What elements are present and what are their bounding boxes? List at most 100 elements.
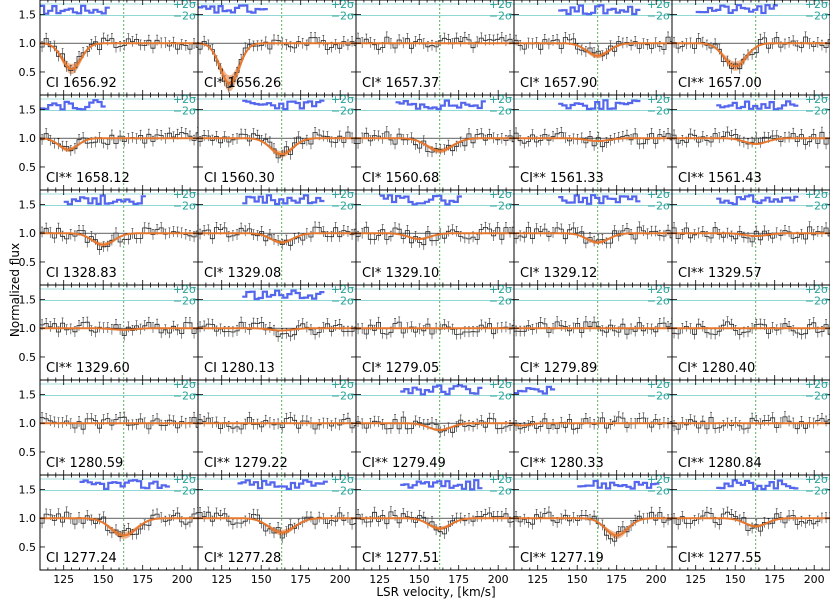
y-tick-label: 1.5 [19,483,37,496]
x-axis-label: LSR velocity, [km/s] [376,585,495,599]
x-tick-label: 200 [646,573,667,586]
spectrum-panel: +2σ−2σ CI** 1329.57 [671,188,830,286]
panel-plot-area [40,475,198,570]
spectrum-panel: +2σ−2σ CI** 1277.55 125 150 175 200 [671,473,830,586]
fit-residuals [695,4,778,15]
minus-2sigma-label: −2σ [805,10,828,23]
plus-2sigma-label: +2σ [173,378,196,391]
panel-transition-label: CI* 1277.51 [362,551,439,566]
minus-2sigma-label: −2σ [805,390,828,403]
panel-transition-label: CI** 1279.22 [204,456,288,471]
fit-residuals [400,384,483,396]
plus-2sigma-label: +2σ [805,378,828,391]
observed-spectrum [356,131,514,153]
panel-transition-label: CI** 1329.57 [678,266,762,281]
panel-plot-area [514,95,672,190]
model-uncertainty-band [514,43,672,59]
minus-2sigma-label: −2σ [805,295,828,308]
fit-residuals [242,99,325,111]
x-tick-label: 175 [290,573,311,586]
panel-plot-area [40,95,198,190]
minus-2sigma-label: −2σ [173,485,196,498]
fit-residuals [716,194,799,206]
model-fit-line [198,42,356,85]
x-tick-label: 200 [804,573,825,586]
plus-2sigma-label: +2σ [173,93,196,106]
observed-spectrum [514,511,672,542]
plus-2sigma-label: +2σ [331,473,354,486]
fit-residuals [400,479,483,491]
panel-transition-label: CI** 1329.60 [46,361,130,376]
y-tick-label: 1.0 [19,132,37,145]
observed-spectrum [356,226,514,246]
model-uncertainty-band [40,138,198,152]
y-tick-label: 1.0 [19,227,37,240]
minus-2sigma-label: −2σ [805,105,828,118]
panel-transition-label: CI** 1657.00 [678,76,762,91]
fit-residuals [237,479,328,490]
plus-2sigma-label: +2σ [173,0,196,11]
minus-2sigma-label: −2σ [331,295,354,308]
panel-plot-area [672,475,830,570]
panel-plot-area [356,380,514,475]
panel-plot-area [40,190,198,285]
model-fit-line [672,42,830,68]
spectrum-panel: +2σ−2σ CI* 1329.12 [513,188,673,286]
minus-2sigma-label: −2σ [489,200,512,213]
y-tick-label: 1.0 [19,37,37,50]
y-tick-label: 0.5 [19,351,37,364]
y-tick-label: 1.5 [19,8,37,21]
minus-2sigma-label: −2σ [805,200,828,213]
spectrum-panel: +2σ−2σ CI** 1279.49 [355,378,515,476]
fit-residuals [716,479,799,491]
plus-2sigma-label: +2σ [647,0,670,11]
observed-spectrum [356,416,514,433]
plus-2sigma-label: +2σ [331,0,354,11]
model-fit-line [356,422,514,432]
fit-residuals [514,385,556,395]
spectrum-panel: +2σ−2σ CI 1328.83 0.5 1.0 1.5 [19,188,199,286]
plus-2sigma-label: +2σ [805,283,828,296]
y-tick-label: 1.5 [19,388,37,401]
minus-2sigma-label: −2σ [647,390,670,403]
x-tick-label: 175 [606,573,627,586]
model-fit-line [514,137,672,143]
fit-residuals [198,4,268,14]
panel-transition-label: CI* 1329.08 [204,266,281,281]
x-tick-label: 125 [685,573,706,586]
x-tick-label: 150 [725,573,746,586]
plus-2sigma-label: +2σ [173,188,196,201]
x-tick-label: 200 [172,573,193,586]
minus-2sigma-label: −2σ [647,295,670,308]
y-tick-label: 1.5 [19,103,37,116]
minus-2sigma-label: −2σ [331,200,354,213]
panel-transition-label: CI* 1560.68 [362,171,439,186]
x-tick-label: 125 [369,573,390,586]
panel-transition-label: CI* 1329.12 [520,266,597,281]
minus-2sigma-label: −2σ [489,485,512,498]
panel-transition-label: CI 1560.30 [204,171,275,186]
plus-2sigma-label: +2σ [647,378,670,391]
panel-plot-area [356,285,514,380]
x-tick-label: 125 [53,573,74,586]
panel-plot-area [198,285,356,380]
plus-2sigma-label: +2σ [647,93,670,106]
spectrum-panel: +2σ−2σ CI* 1656.26 [197,0,357,96]
observed-spectrum [40,511,198,537]
panel-plot-area [672,380,830,475]
model-uncertainty-band [40,233,198,247]
spectrum-panel: +2σ−2σ CI* 1329.08 [197,188,357,286]
x-tick-label: 125 [527,573,548,586]
spectrum-panel: +2σ−2σ CI** 1280.33 [513,378,673,476]
fit-residuals [716,100,799,111]
observed-spectrum [672,511,830,532]
observed-spectrum [514,36,672,57]
panel-plot-area [672,0,830,95]
minus-2sigma-label: −2σ [173,200,196,213]
plus-2sigma-label: +2σ [647,283,670,296]
minus-2sigma-label: −2σ [647,10,670,23]
spectrum-panel: +2σ−2σ CI* 1657.37 [355,0,515,96]
spectrum-panel: +2σ−2σ CI** 1279.22 [197,378,357,476]
fit-residuals [558,4,641,16]
spectrum-panel: +2σ−2σ CI 1560.30 [197,93,357,191]
